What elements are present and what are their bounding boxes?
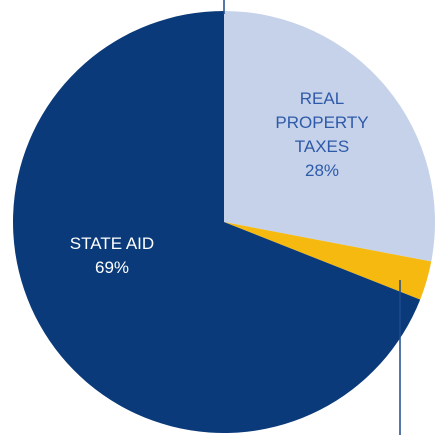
slice-state-aid: [12, 11, 421, 433]
slice-label-line: REAL: [300, 89, 344, 108]
slice-percent-real-property-taxes: 28%: [305, 161, 339, 180]
slice-label-line: PROPERTY: [275, 113, 368, 132]
slice-percent-state-aid: 69%: [95, 258, 129, 277]
slice-real-property-taxes: [224, 11, 435, 262]
slice-other: [224, 222, 432, 300]
slice-label-real-property-taxes: REAL PROPERTY TAXES 28%: [275, 89, 368, 180]
slice-label-line: STATE AID: [70, 234, 154, 253]
slice-label-line: TAXES: [295, 137, 349, 156]
slice-labels: REAL PROPERTY TAXES 28% STATE AID 69%: [70, 89, 369, 277]
pie-slices: [12, 11, 435, 433]
leader-lines: [223, 0, 401, 435]
slice-label-state-aid: STATE AID 69%: [70, 234, 154, 277]
